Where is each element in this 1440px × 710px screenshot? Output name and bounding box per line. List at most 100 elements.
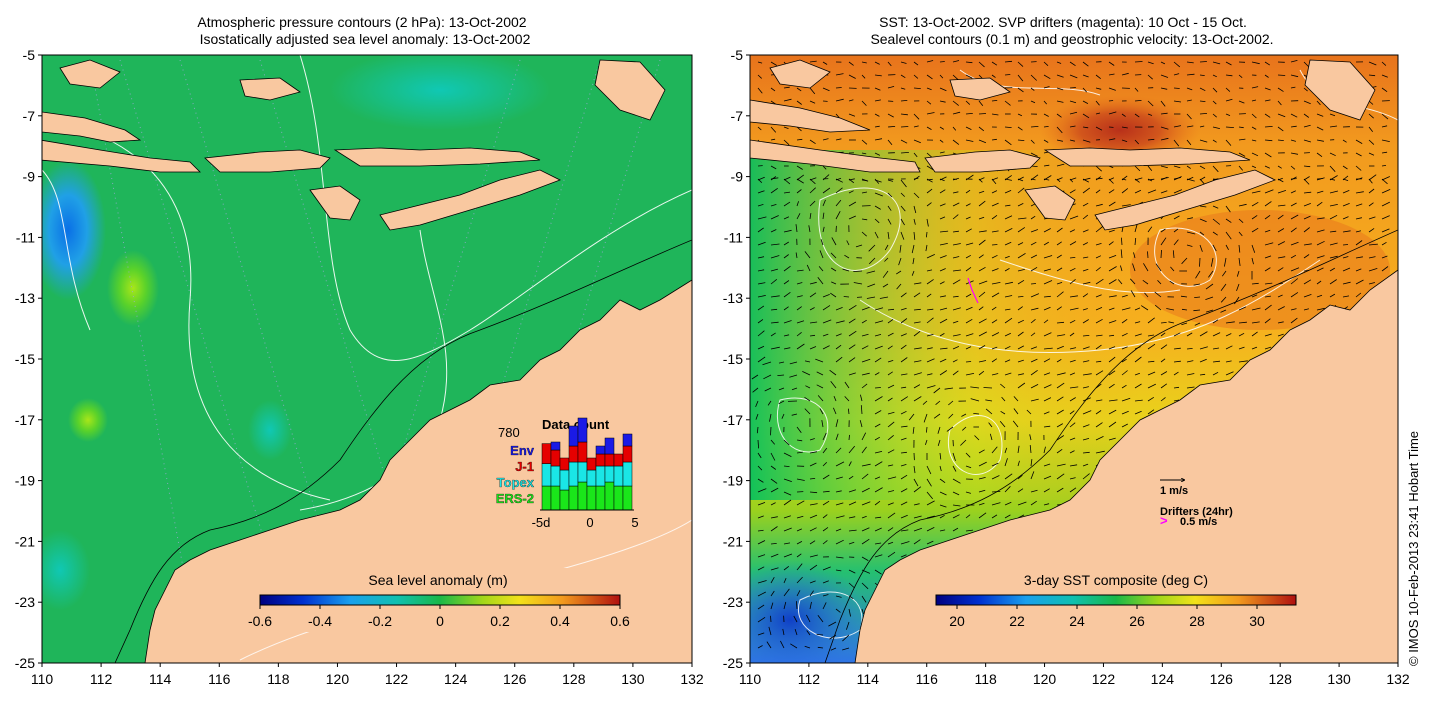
velocity-arrow xyxy=(1004,458,1008,467)
velocity-arrow xyxy=(911,244,915,254)
velocity-arrow xyxy=(817,646,824,649)
velocity-arrow xyxy=(989,433,993,441)
velocity-arrow xyxy=(1108,178,1114,184)
velocity-arrow xyxy=(859,420,863,428)
velocity-arrow xyxy=(796,426,802,433)
velocity-arrow xyxy=(1147,165,1153,172)
velocity-arrow xyxy=(1056,163,1065,167)
velocity-arrow xyxy=(887,434,894,441)
data-count-xticks: -5d 0 5 xyxy=(532,515,639,530)
velocity-arrow xyxy=(1121,423,1128,428)
velocity-arrow xyxy=(1095,318,1103,324)
velocity-arrow xyxy=(1147,189,1157,194)
velocity-arrow xyxy=(913,139,921,144)
velocity-arrow xyxy=(913,539,921,545)
velocity-arrow xyxy=(844,381,850,389)
velocity-arrow xyxy=(1329,214,1338,220)
velocity-arrow xyxy=(1329,190,1338,194)
count-bar-topex xyxy=(604,465,615,483)
velocity-arrow xyxy=(1120,249,1123,259)
velocity-arrow xyxy=(874,125,880,128)
velocity-arrow xyxy=(926,491,934,500)
velocity-arrow xyxy=(1368,139,1375,145)
velocity-arrow xyxy=(1121,113,1126,117)
count-bar-ers2 xyxy=(613,485,624,511)
velocity-arrow xyxy=(937,439,941,447)
velocity-arrow xyxy=(1160,322,1167,324)
velocity-arrow xyxy=(1342,256,1349,259)
velocity-arrow xyxy=(926,100,932,105)
velocity-arrow xyxy=(1108,356,1116,363)
velocity-arrow xyxy=(1140,305,1149,311)
velocity-arrow xyxy=(1290,165,1296,170)
velocity-arrow xyxy=(1173,87,1180,89)
count-bar-ers2 xyxy=(622,485,633,511)
velocity-arrow xyxy=(1186,386,1195,389)
velocity-arrow xyxy=(822,165,827,170)
count-bar-topex xyxy=(577,461,588,483)
velocity-arrow xyxy=(1108,399,1118,402)
velocity-arrow xyxy=(822,345,830,350)
velocity-arrow xyxy=(1000,383,1006,389)
velocity-arrow xyxy=(991,319,998,324)
velocity-arrow xyxy=(791,387,798,391)
velocity-arrow xyxy=(1108,295,1117,298)
velocity-arrow xyxy=(822,602,827,610)
velocity-arrow xyxy=(1069,477,1076,480)
sst-velocity-key: 1 m/s Drifters (24hr) > 0.5 m/s xyxy=(1160,480,1233,528)
velocity-arrow xyxy=(1056,139,1063,142)
sla-anomaly-teal-southwest xyxy=(42,530,90,610)
velocity-arrow xyxy=(939,347,948,350)
sla-map-panel[interactable] xyxy=(30,50,692,663)
velocity-arrow xyxy=(913,175,920,181)
velocity-arrow xyxy=(848,501,857,506)
velocity-arrow xyxy=(1342,267,1351,272)
left-lat-tick-label: -21 xyxy=(15,533,35,549)
velocity-arrow xyxy=(1147,334,1155,337)
velocity-arrow xyxy=(1381,228,1390,233)
velocity-arrow xyxy=(978,126,985,132)
velocity-arrow xyxy=(874,527,882,532)
velocity-arrow xyxy=(991,61,998,66)
velocity-arrow xyxy=(777,374,785,376)
velocity-arrow xyxy=(1029,434,1032,441)
velocity-arrow xyxy=(1134,307,1141,311)
velocity-arrow xyxy=(1173,125,1181,128)
right-lat-tick-label: -5 xyxy=(731,47,744,63)
velocity-arrow xyxy=(804,396,811,402)
velocity-arrow xyxy=(1043,475,1052,480)
left-lat-tick-label: -19 xyxy=(15,473,35,489)
velocity-arrow xyxy=(1082,100,1089,104)
velocity-arrow xyxy=(1220,283,1227,291)
velocity-arrow xyxy=(1199,100,1206,102)
velocity-arrow xyxy=(848,529,857,532)
velocity-arrow xyxy=(1004,139,1012,146)
velocity-arrow xyxy=(835,461,845,467)
velocity-arrow xyxy=(861,100,867,106)
velocity-arrow xyxy=(1095,225,1104,233)
sla-bathymetry-contour xyxy=(114,239,692,663)
velocity-arrow xyxy=(1368,202,1374,207)
velocity-arrow xyxy=(939,307,948,311)
velocity-arrow xyxy=(816,371,824,376)
velocity-arrow xyxy=(1303,178,1310,185)
velocity-arrow xyxy=(861,139,868,145)
velocity-arrow xyxy=(913,515,922,519)
velocity-arrow xyxy=(887,205,892,211)
velocity-arrow xyxy=(900,205,906,212)
velocity-arrow xyxy=(855,244,863,248)
velocity-arrow xyxy=(861,191,868,194)
velocity-arrow xyxy=(770,187,778,194)
velocity-arrow xyxy=(1173,165,1181,169)
velocity-arrow xyxy=(1030,100,1036,104)
velocity-arrow xyxy=(757,305,765,311)
velocity-arrow xyxy=(926,165,934,171)
velocity-arrow xyxy=(1381,255,1388,259)
velocity-arrow xyxy=(1095,344,1102,350)
velocity-arrow xyxy=(1264,189,1274,194)
velocity-arrow xyxy=(1043,397,1052,402)
velocity-arrow xyxy=(860,394,863,402)
velocity-arrow xyxy=(828,621,837,627)
sla-colorbar-tick-label: -0.4 xyxy=(308,613,332,629)
velocity-arrow xyxy=(829,369,837,376)
